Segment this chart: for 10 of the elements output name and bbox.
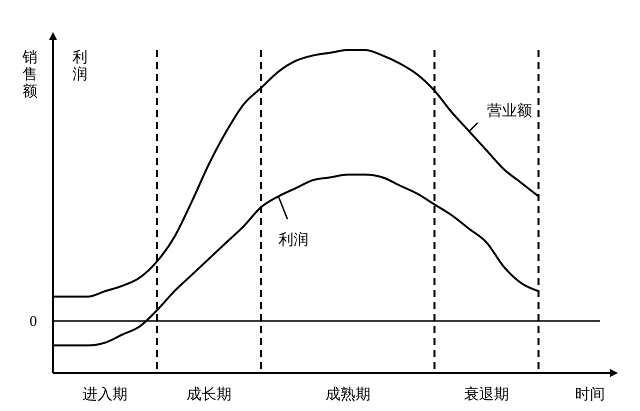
legend-label: 利润 <box>278 230 308 248</box>
y-axis-title: 销售额 <box>22 48 38 100</box>
x-tick-label: 成长期 <box>186 385 232 403</box>
text: 0 <box>30 314 37 330</box>
x-tick-label: 成熟期 <box>325 385 370 403</box>
x-axis-title: 时间 <box>575 385 605 403</box>
x-tick-label: 衰退期 <box>464 385 509 403</box>
x-tick-label: 进入期 <box>82 385 128 403</box>
annotation: 利润 <box>72 48 88 83</box>
series-label: 营业额 <box>487 101 532 120</box>
